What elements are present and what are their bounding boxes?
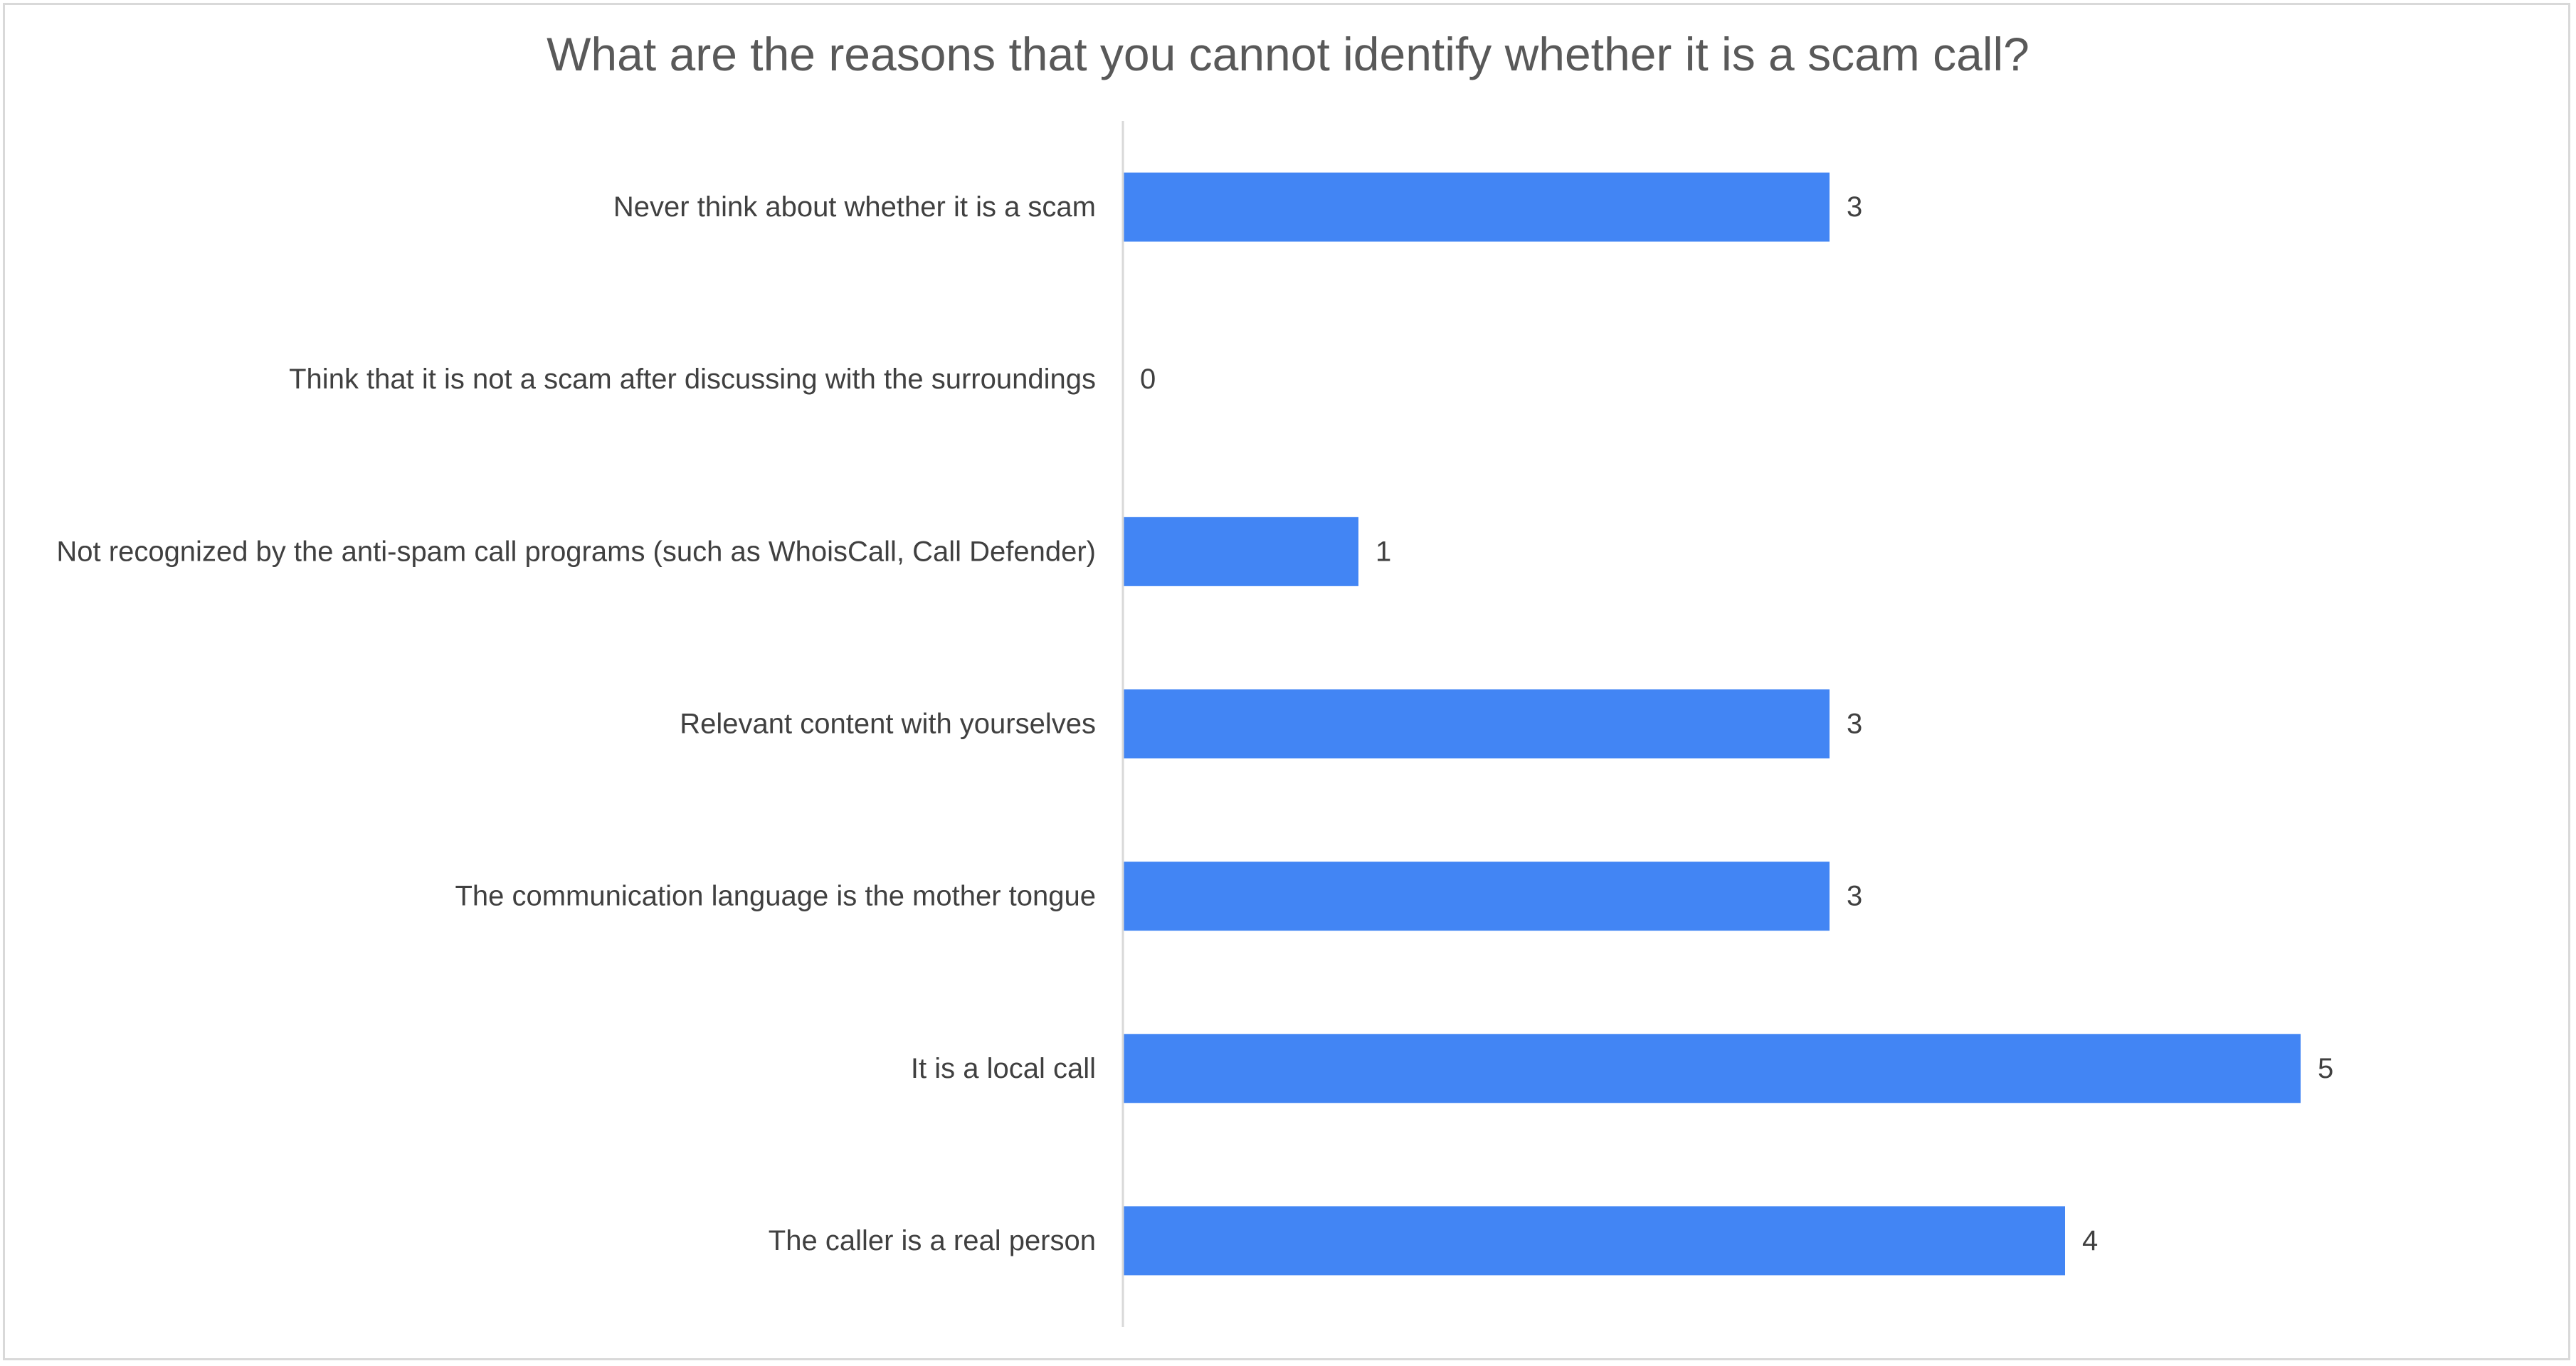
data-label-2: 0 — [1140, 364, 1156, 395]
data-label-3: 1 — [1376, 536, 1391, 567]
bar-6 — [1123, 1034, 2301, 1103]
bar-3 — [1123, 517, 1358, 586]
category-label-5: The communication language is the mother… — [455, 881, 1096, 912]
data-labels-group: 3 0 1 3 3 5 4 — [1140, 191, 2333, 1256]
data-label-6: 5 — [2318, 1053, 2333, 1084]
bar-5 — [1123, 862, 1830, 931]
data-label-4: 3 — [1847, 709, 1862, 740]
data-label-1: 3 — [1847, 191, 1862, 223]
bar-7 — [1123, 1206, 2065, 1276]
category-labels-group: Never think about whether it is a scam Th… — [56, 191, 1096, 1256]
bar-4 — [1123, 689, 1830, 758]
category-label-6: It is a local call — [911, 1053, 1096, 1084]
data-label-7: 4 — [2082, 1225, 2098, 1256]
bar-1 — [1123, 172, 1830, 242]
category-label-1: Never think about whether it is a scam — [613, 191, 1096, 223]
category-label-2: Think that it is not a scam after discus… — [289, 364, 1096, 395]
category-label-7: The caller is a real person — [769, 1225, 1096, 1256]
bars-group — [1123, 172, 2301, 1276]
category-label-3: Not recognized by the anti-spam call pro… — [56, 536, 1096, 567]
chart-title: What are the reasons that you cannot ide… — [547, 28, 2029, 80]
category-label-4: Relevant content with yourselves — [680, 709, 1096, 740]
data-label-5: 3 — [1847, 881, 1862, 912]
